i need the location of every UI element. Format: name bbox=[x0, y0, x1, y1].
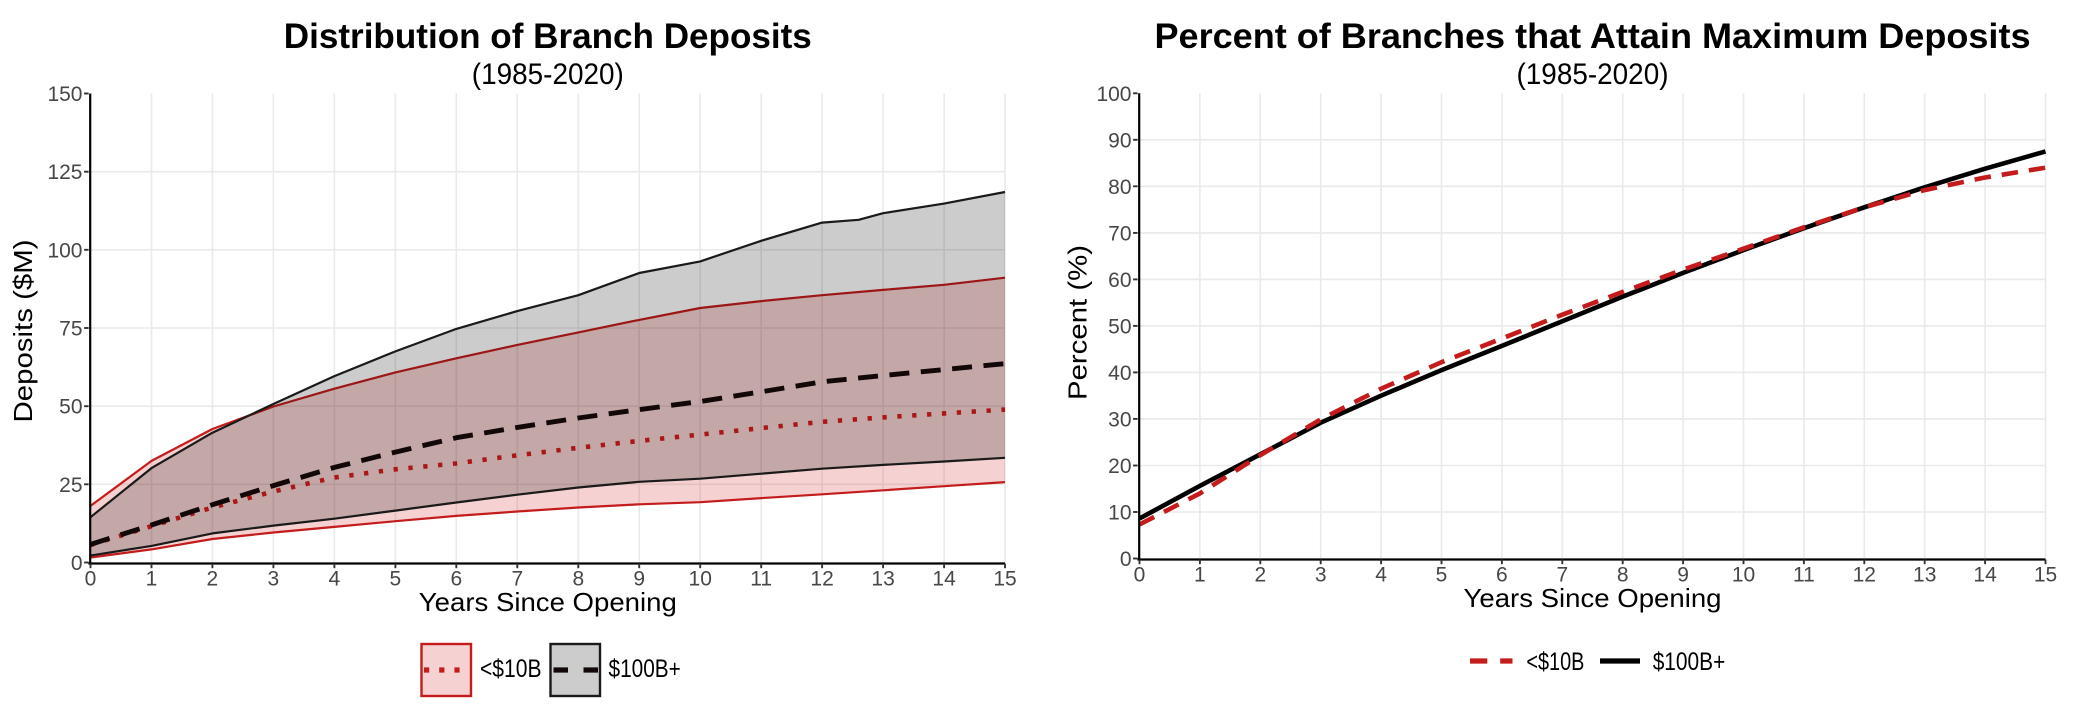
svg-text:0: 0 bbox=[1134, 564, 1146, 587]
svg-text:Distribution of Branch Deposit: Distribution of Branch Deposits bbox=[284, 16, 812, 56]
svg-text:40: 40 bbox=[1108, 362, 1131, 385]
svg-text:15: 15 bbox=[2034, 564, 2057, 587]
svg-text:25: 25 bbox=[59, 474, 82, 497]
svg-text:6: 6 bbox=[450, 568, 462, 591]
svg-text:2: 2 bbox=[1254, 564, 1266, 587]
svg-text:Percent (%): Percent (%) bbox=[1063, 245, 1093, 400]
svg-text:8: 8 bbox=[1617, 564, 1629, 587]
svg-text:9: 9 bbox=[1677, 564, 1689, 587]
svg-text:13: 13 bbox=[871, 568, 894, 591]
svg-text:30: 30 bbox=[1108, 408, 1131, 431]
svg-text:14: 14 bbox=[932, 568, 956, 591]
svg-text:50: 50 bbox=[59, 396, 82, 419]
svg-text:14: 14 bbox=[1973, 564, 1997, 587]
svg-text:100: 100 bbox=[1096, 83, 1131, 106]
svg-text:10: 10 bbox=[1108, 502, 1131, 525]
svg-text:60: 60 bbox=[1108, 269, 1131, 292]
svg-text:5: 5 bbox=[1436, 564, 1448, 587]
svg-text:0: 0 bbox=[71, 552, 83, 575]
svg-text:100: 100 bbox=[47, 239, 82, 262]
svg-text:20: 20 bbox=[1108, 455, 1131, 478]
svg-text:(1985-2020): (1985-2020) bbox=[1517, 58, 1669, 91]
svg-text:10: 10 bbox=[1732, 564, 1755, 587]
svg-text:11: 11 bbox=[1793, 564, 1815, 587]
svg-text:125: 125 bbox=[47, 161, 82, 184]
svg-text:12: 12 bbox=[810, 568, 833, 591]
svg-text:3: 3 bbox=[1315, 564, 1327, 587]
svg-text:4: 4 bbox=[1375, 564, 1387, 587]
svg-text:70: 70 bbox=[1108, 222, 1131, 245]
svg-text:11: 11 bbox=[750, 568, 772, 591]
svg-text:8: 8 bbox=[572, 568, 584, 591]
svg-text:10: 10 bbox=[689, 568, 712, 591]
svg-text:(1985-2020): (1985-2020) bbox=[472, 58, 624, 91]
svg-text:150: 150 bbox=[47, 83, 82, 106]
svg-text:7: 7 bbox=[1556, 564, 1568, 587]
svg-text:12: 12 bbox=[1853, 564, 1876, 587]
svg-text:6: 6 bbox=[1496, 564, 1508, 587]
svg-text:<$10B: <$10B bbox=[480, 655, 542, 683]
svg-text:15: 15 bbox=[993, 568, 1016, 591]
svg-text:9: 9 bbox=[633, 568, 645, 591]
svg-text:Years Since Opening: Years Since Opening bbox=[1464, 583, 1722, 613]
svg-text:Years Since Opening: Years Since Opening bbox=[419, 587, 677, 617]
svg-text:80: 80 bbox=[1108, 176, 1131, 199]
svg-text:50: 50 bbox=[1108, 315, 1131, 338]
svg-text:13: 13 bbox=[1913, 564, 1936, 587]
svg-text:<$10B: <$10B bbox=[1526, 648, 1584, 676]
svg-text:75: 75 bbox=[59, 318, 82, 341]
svg-text:2: 2 bbox=[207, 568, 219, 591]
svg-text:0: 0 bbox=[85, 568, 97, 591]
svg-text:1: 1 bbox=[1194, 564, 1206, 587]
svg-text:$100B+: $100B+ bbox=[609, 655, 681, 683]
svg-text:0: 0 bbox=[1120, 548, 1132, 571]
svg-text:7: 7 bbox=[511, 568, 523, 591]
svg-text:90: 90 bbox=[1108, 129, 1131, 152]
svg-text:Percent of Branches that Attai: Percent of Branches that Attain Maximum … bbox=[1155, 16, 2031, 56]
svg-text:$100B+: $100B+ bbox=[1653, 648, 1726, 676]
svg-text:Deposits ($M): Deposits ($M) bbox=[8, 240, 38, 423]
svg-text:1: 1 bbox=[146, 568, 158, 591]
svg-text:3: 3 bbox=[268, 568, 280, 591]
svg-text:5: 5 bbox=[390, 568, 402, 591]
svg-text:4: 4 bbox=[329, 568, 341, 591]
